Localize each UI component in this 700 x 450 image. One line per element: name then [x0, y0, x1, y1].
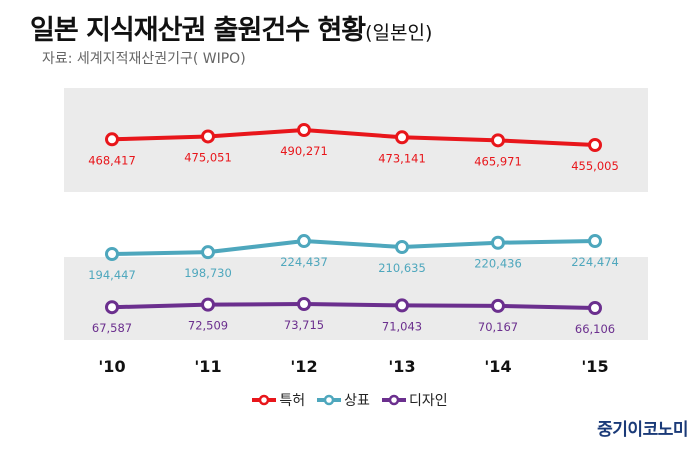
data-label: 475,051	[184, 150, 232, 164]
data-label: 490,271	[280, 144, 328, 158]
data-point	[105, 300, 119, 315]
data-point	[297, 297, 311, 311]
data-point	[105, 132, 119, 147]
legend-swatch	[381, 394, 406, 406]
x-tick-label: '13	[388, 357, 415, 376]
brand-logo: 중기이코노미	[597, 420, 688, 440]
data-label: 473,141	[378, 151, 426, 165]
data-label: 465,971	[474, 154, 522, 168]
legend-label: 디자인	[408, 393, 448, 409]
data-label: 70,167	[478, 320, 518, 334]
legend-item: 특허	[252, 390, 305, 410]
data-point	[588, 234, 602, 248]
data-point	[201, 245, 215, 260]
data-label: 194,447	[88, 268, 136, 282]
source-note: 자료: 세계지적재산권기구( WIPO)	[42, 51, 246, 67]
x-tick-label: '11	[194, 357, 221, 376]
data-label: 224,437	[280, 255, 328, 269]
data-label: 468,417	[88, 153, 136, 167]
data-point	[297, 123, 311, 137]
data-point	[105, 247, 119, 261]
data-label: 73,715	[284, 318, 324, 332]
data-point	[201, 129, 215, 144]
data-label: 198,730	[184, 266, 232, 280]
data-point	[395, 130, 409, 145]
chart-title-suffix: (일본인)	[365, 22, 433, 44]
legend-item: 디자인	[381, 390, 448, 410]
data-label: 210,635	[378, 261, 426, 275]
data-label: 220,436	[474, 257, 522, 271]
x-tick-label: '10	[98, 357, 125, 376]
x-tick-label: '12	[290, 357, 317, 376]
legend-label: 특허	[279, 393, 306, 409]
series-line-0	[111, 128, 596, 147]
data-point	[491, 133, 505, 148]
data-point	[491, 298, 505, 313]
x-tick-label: '14	[484, 357, 511, 376]
bg-band-top	[64, 88, 648, 192]
series-line-1	[111, 239, 596, 256]
data-point	[588, 301, 602, 315]
series-line-2	[111, 302, 596, 310]
data-label: 224,474	[571, 255, 619, 269]
data-point	[395, 298, 409, 313]
data-point	[491, 235, 505, 250]
chart-title: 일본 지식재산권 출원건수 현황(일본인)	[30, 8, 432, 47]
data-label: 66,106	[575, 322, 615, 336]
bg-band-bottom	[64, 257, 648, 340]
data-point	[201, 297, 215, 312]
legend-swatch	[317, 394, 342, 406]
data-label: 455,005	[571, 159, 619, 173]
legend-item: 상표	[317, 390, 370, 410]
data-point	[395, 239, 409, 254]
data-label: 71,043	[382, 319, 422, 333]
legend: 특허 상표 디자인	[0, 390, 700, 410]
data-label: 72,509	[188, 319, 228, 333]
chart-title-main: 일본 지식재산권 출원건수 현황	[30, 15, 366, 46]
legend-label: 상표	[344, 393, 370, 409]
x-tick-label: '15	[581, 357, 608, 376]
legend-swatch	[252, 394, 277, 406]
data-label: 67,587	[92, 321, 132, 335]
data-point	[588, 138, 602, 152]
data-point	[297, 234, 311, 249]
